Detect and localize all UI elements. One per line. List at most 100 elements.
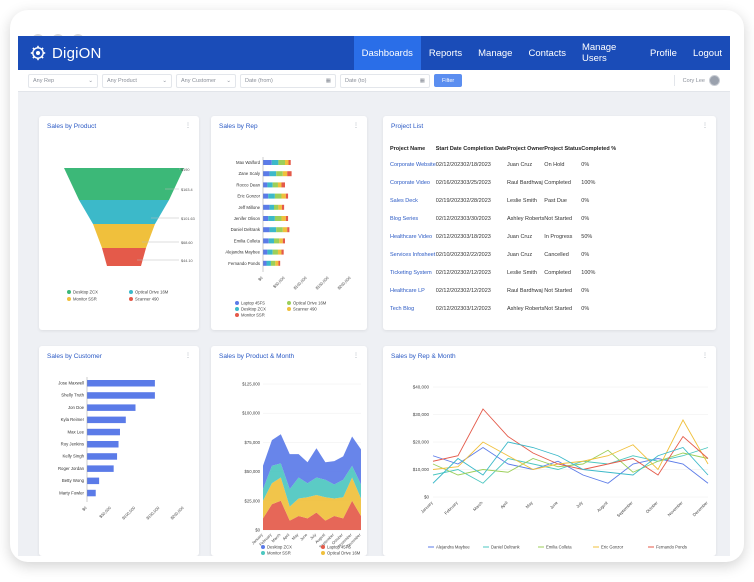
table-row[interactable]: Blog Series 02/12/2023 03/30/2023 Ashley Ro…	[390, 210, 616, 228]
x-tick-label: October	[645, 500, 659, 514]
table-row[interactable]: Healthcare Video 02/12/2023 03/18/2023 Juan…	[390, 228, 616, 246]
project-name-link[interactable]: Services Infosheet	[390, 252, 436, 258]
project-name-link[interactable]: Healthcare Video	[390, 234, 433, 240]
col-completed[interactable]: Completed %	[581, 146, 617, 152]
table-row[interactable]: Sales Deck 02/19/2023 02/28/2023 Leslie Smi…	[390, 192, 616, 210]
table-row[interactable]: Ticketing System 02/12/2023 02/12/2023 Lesl…	[390, 264, 616, 282]
y-tick-label: $20,000	[413, 440, 430, 445]
legend-swatch	[235, 301, 239, 305]
rep-bar-segment	[268, 238, 274, 244]
project-name-link[interactable]: Healthcare LP	[390, 288, 425, 294]
customer-label: Jose Maxwell	[58, 381, 84, 386]
card-menu-icon[interactable]: ⋮	[353, 353, 359, 359]
nav-contacts[interactable]: Contacts	[528, 47, 566, 59]
table-cell: 03/25/2023	[463, 180, 491, 186]
legend-label: Optical Drive 16M	[135, 290, 169, 295]
rep-bar-segment	[263, 193, 269, 199]
col-project-status[interactable]: Project Status	[544, 146, 582, 152]
rep-bar-segment	[269, 171, 277, 177]
legend-swatch	[67, 290, 71, 294]
rep-bar-segment	[278, 160, 285, 165]
area-series	[263, 477, 361, 521]
col-completion-date[interactable]: Completion Date	[463, 146, 507, 152]
customer-label: Roy Jenkins	[61, 442, 84, 447]
customer-label: Marty Fowler	[59, 490, 84, 495]
rep-label: Max Walford	[236, 160, 261, 165]
table-cell: Not Started	[544, 288, 573, 294]
rep-bar-segment	[263, 249, 268, 255]
card-menu-icon[interactable]: ⋮	[185, 123, 191, 129]
card-menu-icon[interactable]: ⋮	[702, 353, 708, 359]
date-to-input[interactable]: Date (to) ▦	[340, 73, 430, 88]
product-select[interactable]: Any Product ⌄	[102, 73, 172, 88]
table-cell: 02/18/2023	[463, 162, 491, 168]
table-row[interactable]: Corporate Website 02/12/2023 02/18/2023 Jua…	[390, 156, 616, 174]
customer-bar	[87, 489, 96, 497]
date-from-input[interactable]: Date (from) ▦	[240, 73, 336, 88]
rep-bar-segment	[268, 193, 275, 199]
table-row[interactable]: Services Infosheet 02/10/2023 02/22/2023 Ju…	[390, 246, 616, 264]
x-tick-label: May	[291, 532, 300, 541]
x-tick-label: $150,000	[314, 275, 330, 291]
nav-reports[interactable]: Reports	[428, 47, 463, 59]
rep-bar-segment	[288, 160, 291, 165]
table-cell: 0%	[581, 162, 590, 168]
line-series	[432, 441, 709, 484]
chevron-down-icon: ⌄	[226, 77, 231, 84]
project-name-link[interactable]: Sales Deck	[390, 198, 418, 204]
funnel-segment	[93, 224, 155, 248]
nav-profile[interactable]: Profile	[650, 47, 677, 59]
rep-bar-segment	[281, 193, 286, 199]
nav-dashboards[interactable]: Dashboards	[353, 36, 421, 70]
card-menu-icon[interactable]: ⋮	[353, 123, 359, 129]
table-cell: 50%	[581, 234, 593, 240]
legend-label: Monitor SSR	[241, 313, 265, 318]
table-cell: 03/18/2023	[463, 234, 491, 240]
x-tick-label: $200,000	[336, 275, 352, 291]
brand[interactable]: DigiON	[18, 45, 354, 62]
nav-manage-users[interactable]: Manage Users	[581, 42, 617, 64]
project-name-link[interactable]: Tech Blog	[390, 306, 415, 312]
rep-label: Zane Scaly	[239, 171, 261, 176]
x-tick-label: August	[596, 500, 609, 513]
customer-bar	[87, 441, 119, 448]
user-menu[interactable]: Cory Lee	[673, 75, 720, 86]
table-row[interactable]: Tech Blog 02/12/2023 03/12/2023 Ashley Robe…	[390, 300, 616, 318]
card-menu-icon[interactable]: ⋮	[185, 353, 191, 359]
x-tick-label: March	[270, 532, 281, 543]
project-name-link[interactable]: Corporate Website	[390, 162, 436, 168]
col-start-date[interactable]: Start Date	[435, 146, 462, 152]
x-tick-label: March	[472, 500, 484, 512]
rep-bar-segment	[278, 204, 282, 210]
legend-label: Eric Gonzor	[601, 545, 624, 550]
nav-manage[interactable]: Manage	[478, 47, 513, 59]
table-cell: Raul Bardhwaj	[507, 288, 543, 294]
col-project-name[interactable]: Project Name	[390, 146, 426, 152]
avatar[interactable]	[709, 75, 720, 86]
table-row[interactable]: Healthcare LP 02/12/2023 02/12/2023 Raul Ba…	[390, 282, 616, 300]
project-name-link[interactable]: Blog Series	[390, 216, 419, 222]
col-project-owner[interactable]: Project Owner	[507, 146, 545, 152]
customer-select[interactable]: Any Customer ⌄	[176, 73, 236, 88]
customer-bar-chart: Jose Maxwell Shelly Truth Jon Doe Kyla Reim…	[58, 377, 185, 521]
table-cell: 02/12/2023	[435, 288, 464, 294]
rep-bar-segment	[271, 160, 279, 165]
x-tick-label: $100,000	[292, 275, 308, 291]
card-menu-icon[interactable]: ⋮	[702, 123, 708, 129]
nav-logout[interactable]: Logout	[692, 47, 722, 59]
legend-swatch	[67, 297, 71, 301]
rep-select[interactable]: Any Rep ⌄	[28, 73, 98, 88]
table-cell: Past Due	[544, 198, 567, 204]
table-cell: 0%	[581, 288, 590, 294]
table-cell: Raul Bardhwaj	[507, 180, 543, 186]
customer-bar	[87, 404, 136, 411]
project-name-link[interactable]: Ticketing System	[390, 270, 432, 276]
project-name-link[interactable]: Corporate Video	[390, 180, 430, 186]
card-title: Sales by Rep	[219, 123, 258, 130]
legend-label: Monitor SSR	[267, 551, 291, 556]
table-row[interactable]: Corporate Video 02/16/2023 03/25/2023 Raul …	[390, 174, 616, 192]
table-cell: 03/30/2023	[463, 216, 491, 222]
legend-swatch	[235, 313, 239, 317]
filter-button[interactable]: Filter	[434, 74, 463, 87]
table-cell: Completed	[544, 180, 571, 186]
